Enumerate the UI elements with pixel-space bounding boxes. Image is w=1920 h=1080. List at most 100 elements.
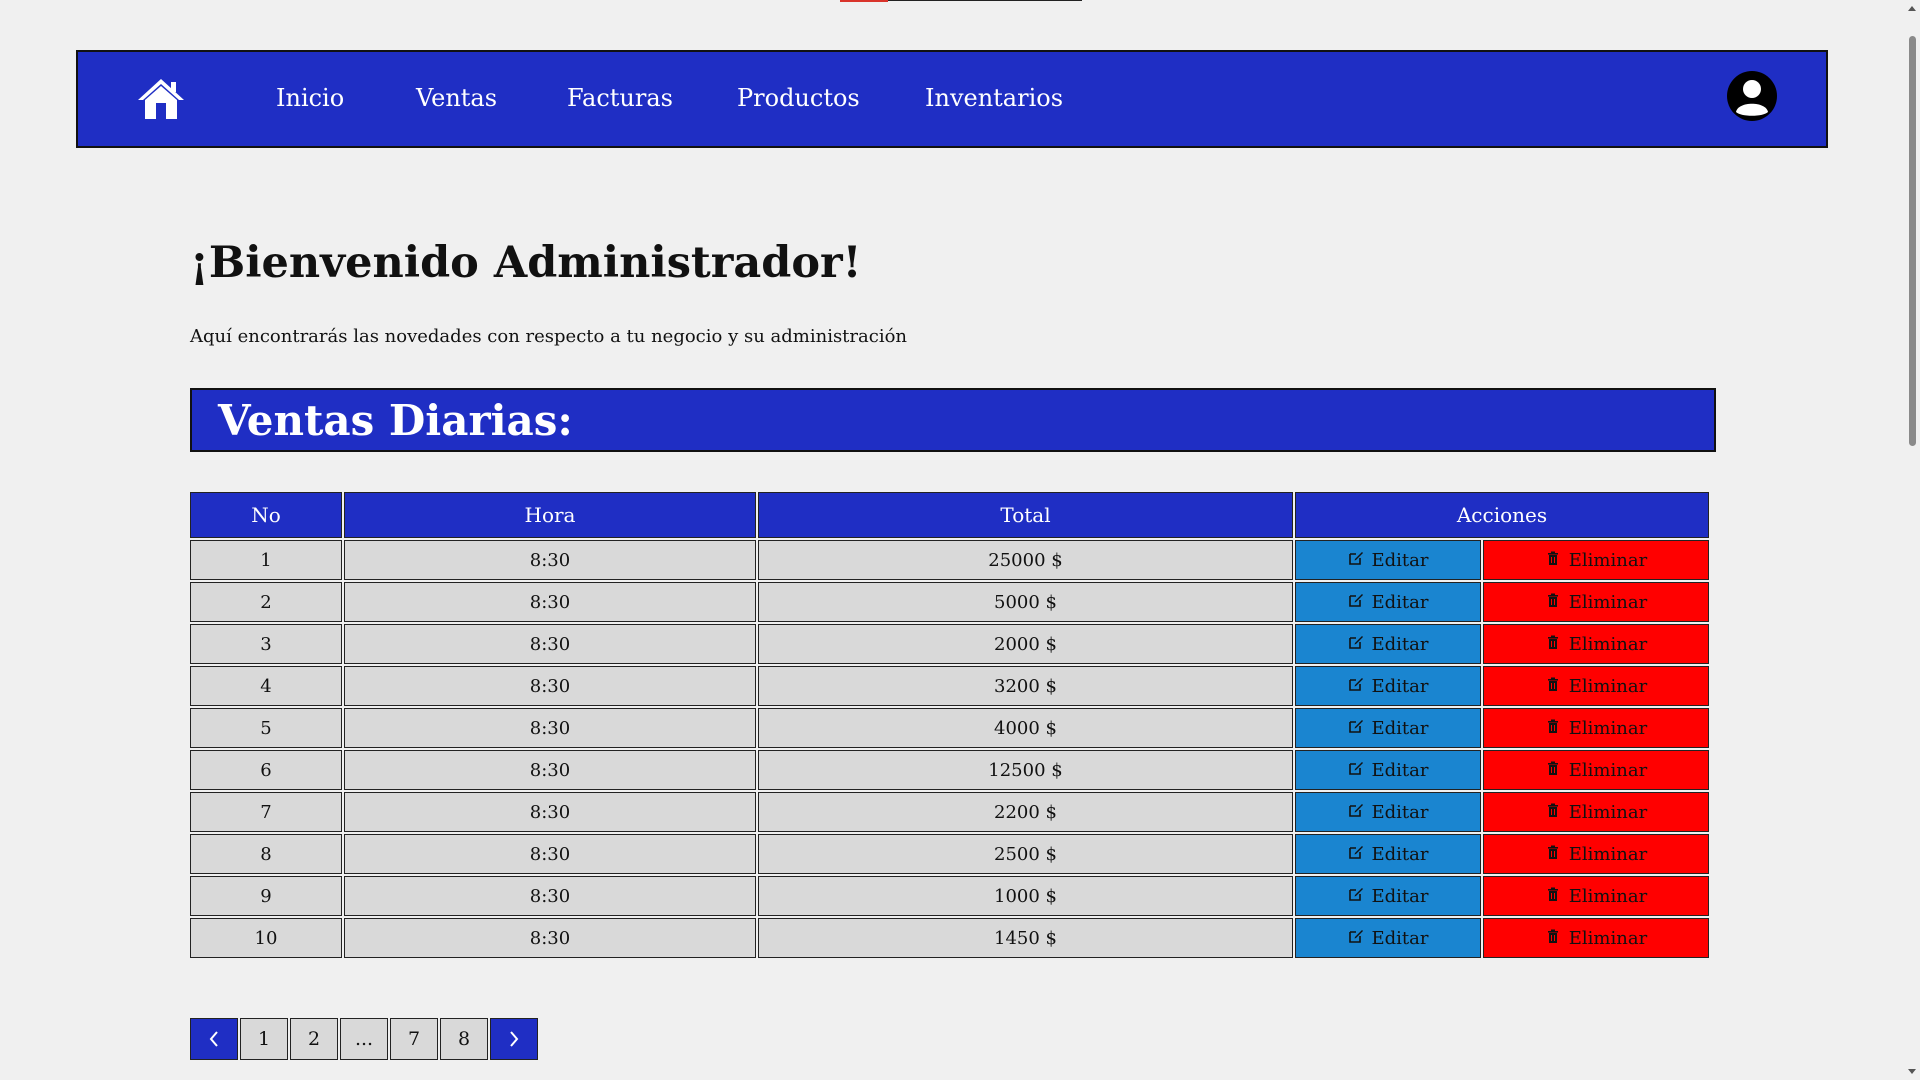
scroll-down-arrow-icon[interactable] — [1908, 1069, 1916, 1074]
edit-button[interactable]: Editar — [1295, 750, 1481, 790]
delete-button[interactable]: Eliminar — [1483, 666, 1709, 706]
cell-no: 9 — [190, 876, 342, 916]
cell-total: 1000 $ — [758, 876, 1293, 916]
trash-icon — [1545, 760, 1561, 781]
edit-button[interactable]: Editar — [1295, 834, 1481, 874]
edit-label: Editar — [1371, 759, 1429, 781]
nav-inicio[interactable]: Inicio — [276, 84, 345, 112]
edit-label: Editar — [1371, 675, 1429, 697]
edit-button[interactable]: Editar — [1295, 624, 1481, 664]
edit-button[interactable]: Editar — [1295, 666, 1481, 706]
edit-button[interactable]: Editar — [1295, 540, 1481, 580]
page-button-7[interactable]: 7 — [390, 1018, 438, 1060]
prev-page-button[interactable] — [190, 1018, 238, 1060]
page-button-2[interactable]: 2 — [290, 1018, 338, 1060]
table-row: 8 8:30 2500 $ Editar Eliminar — [190, 834, 1709, 874]
delete-button[interactable]: Eliminar — [1483, 750, 1709, 790]
trash-icon — [1545, 592, 1561, 613]
edit-button[interactable]: Editar — [1295, 876, 1481, 916]
edit-icon — [1348, 886, 1364, 907]
delete-button[interactable]: Eliminar — [1483, 834, 1709, 874]
cell-no: 10 — [190, 918, 342, 958]
page-ellipsis[interactable]: ... — [340, 1018, 388, 1060]
table-row: 7 8:30 2200 $ Editar Eliminar — [190, 792, 1709, 832]
cell-hora: 8:30 — [344, 876, 756, 916]
edit-icon — [1348, 634, 1364, 655]
chevron-left-icon — [209, 1031, 218, 1047]
page-button-8[interactable]: 8 — [440, 1018, 488, 1060]
delete-label: Eliminar — [1568, 717, 1648, 739]
cell-total: 4000 $ — [758, 708, 1293, 748]
scrollbar-thumb[interactable] — [1909, 36, 1916, 446]
edit-button[interactable]: Editar — [1295, 708, 1481, 748]
page-subtitle: Aquí encontrarás las novedades con respe… — [190, 326, 908, 347]
nav-inventarios[interactable]: Inventarios — [925, 84, 1064, 112]
delete-button[interactable]: Eliminar — [1483, 708, 1709, 748]
delete-label: Eliminar — [1568, 675, 1648, 697]
next-page-button[interactable] — [490, 1018, 538, 1060]
trash-icon — [1545, 550, 1561, 571]
edit-icon — [1348, 718, 1364, 739]
page-scrollbar[interactable] — [1904, 0, 1920, 1080]
cell-total: 3200 $ — [758, 666, 1293, 706]
cell-total: 5000 $ — [758, 582, 1293, 622]
delete-button[interactable]: Eliminar — [1483, 582, 1709, 622]
edit-icon — [1348, 592, 1364, 613]
nav-ventas[interactable]: Ventas — [416, 84, 498, 112]
delete-button[interactable]: Eliminar — [1483, 624, 1709, 664]
edit-icon — [1348, 760, 1364, 781]
cell-no: 8 — [190, 834, 342, 874]
page-button-1[interactable]: 1 — [240, 1018, 288, 1060]
delete-label: Eliminar — [1568, 927, 1648, 949]
nav-productos[interactable]: Productos — [737, 84, 860, 112]
header-total: Total — [758, 492, 1293, 538]
edit-button[interactable]: Editar — [1295, 792, 1481, 832]
delete-label: Eliminar — [1568, 801, 1648, 823]
edit-button[interactable]: Editar — [1295, 582, 1481, 622]
header-acciones: Acciones — [1295, 492, 1709, 538]
trash-icon — [1545, 676, 1561, 697]
delete-label: Eliminar — [1568, 633, 1648, 655]
trash-icon — [1545, 928, 1561, 949]
cell-hora: 8:30 — [344, 834, 756, 874]
pagination: 1 2 ... 7 8 — [190, 1018, 538, 1060]
table-row: 2 8:30 5000 $ Editar Eliminar — [190, 582, 1709, 622]
edit-label: Editar — [1371, 591, 1429, 613]
section-header: Ventas Diarias: — [190, 388, 1716, 452]
cell-total: 1450 $ — [758, 918, 1293, 958]
edit-button[interactable]: Editar — [1295, 918, 1481, 958]
nav-facturas[interactable]: Facturas — [567, 84, 673, 112]
edit-label: Editar — [1371, 801, 1429, 823]
trash-icon — [1545, 802, 1561, 823]
cell-hora: 8:30 — [344, 624, 756, 664]
delete-button[interactable]: Eliminar — [1483, 918, 1709, 958]
delete-button[interactable]: Eliminar — [1483, 876, 1709, 916]
trash-icon — [1545, 844, 1561, 865]
table-row: 6 8:30 12500 $ Editar Eliminar — [190, 750, 1709, 790]
edit-icon — [1348, 844, 1364, 865]
cell-no: 7 — [190, 792, 342, 832]
main-navbar: Inicio Ventas Facturas Productos Inventa… — [76, 50, 1828, 148]
user-avatar-icon[interactable] — [1726, 70, 1778, 122]
trash-icon — [1545, 634, 1561, 655]
cell-total: 2500 $ — [758, 834, 1293, 874]
table-row: 4 8:30 3200 $ Editar Eliminar — [190, 666, 1709, 706]
edit-label: Editar — [1371, 843, 1429, 865]
edit-label: Editar — [1371, 717, 1429, 739]
cell-no: 2 — [190, 582, 342, 622]
scroll-up-arrow-icon[interactable] — [1908, 6, 1916, 11]
cell-total: 25000 $ — [758, 540, 1293, 580]
cell-no: 1 — [190, 540, 342, 580]
table-row: 1 8:30 25000 $ Editar Eliminar — [190, 540, 1709, 580]
table-header-row: No Hora Total Acciones — [190, 492, 1709, 538]
cell-total: 2200 $ — [758, 792, 1293, 832]
cell-hora: 8:30 — [344, 582, 756, 622]
delete-button[interactable]: Eliminar — [1483, 792, 1709, 832]
section-title: Ventas Diarias: — [218, 396, 573, 445]
edit-label: Editar — [1371, 927, 1429, 949]
delete-button[interactable]: Eliminar — [1483, 540, 1709, 580]
trash-icon — [1545, 718, 1561, 739]
home-icon[interactable] — [136, 76, 186, 122]
edit-icon — [1348, 802, 1364, 823]
cell-hora: 8:30 — [344, 750, 756, 790]
